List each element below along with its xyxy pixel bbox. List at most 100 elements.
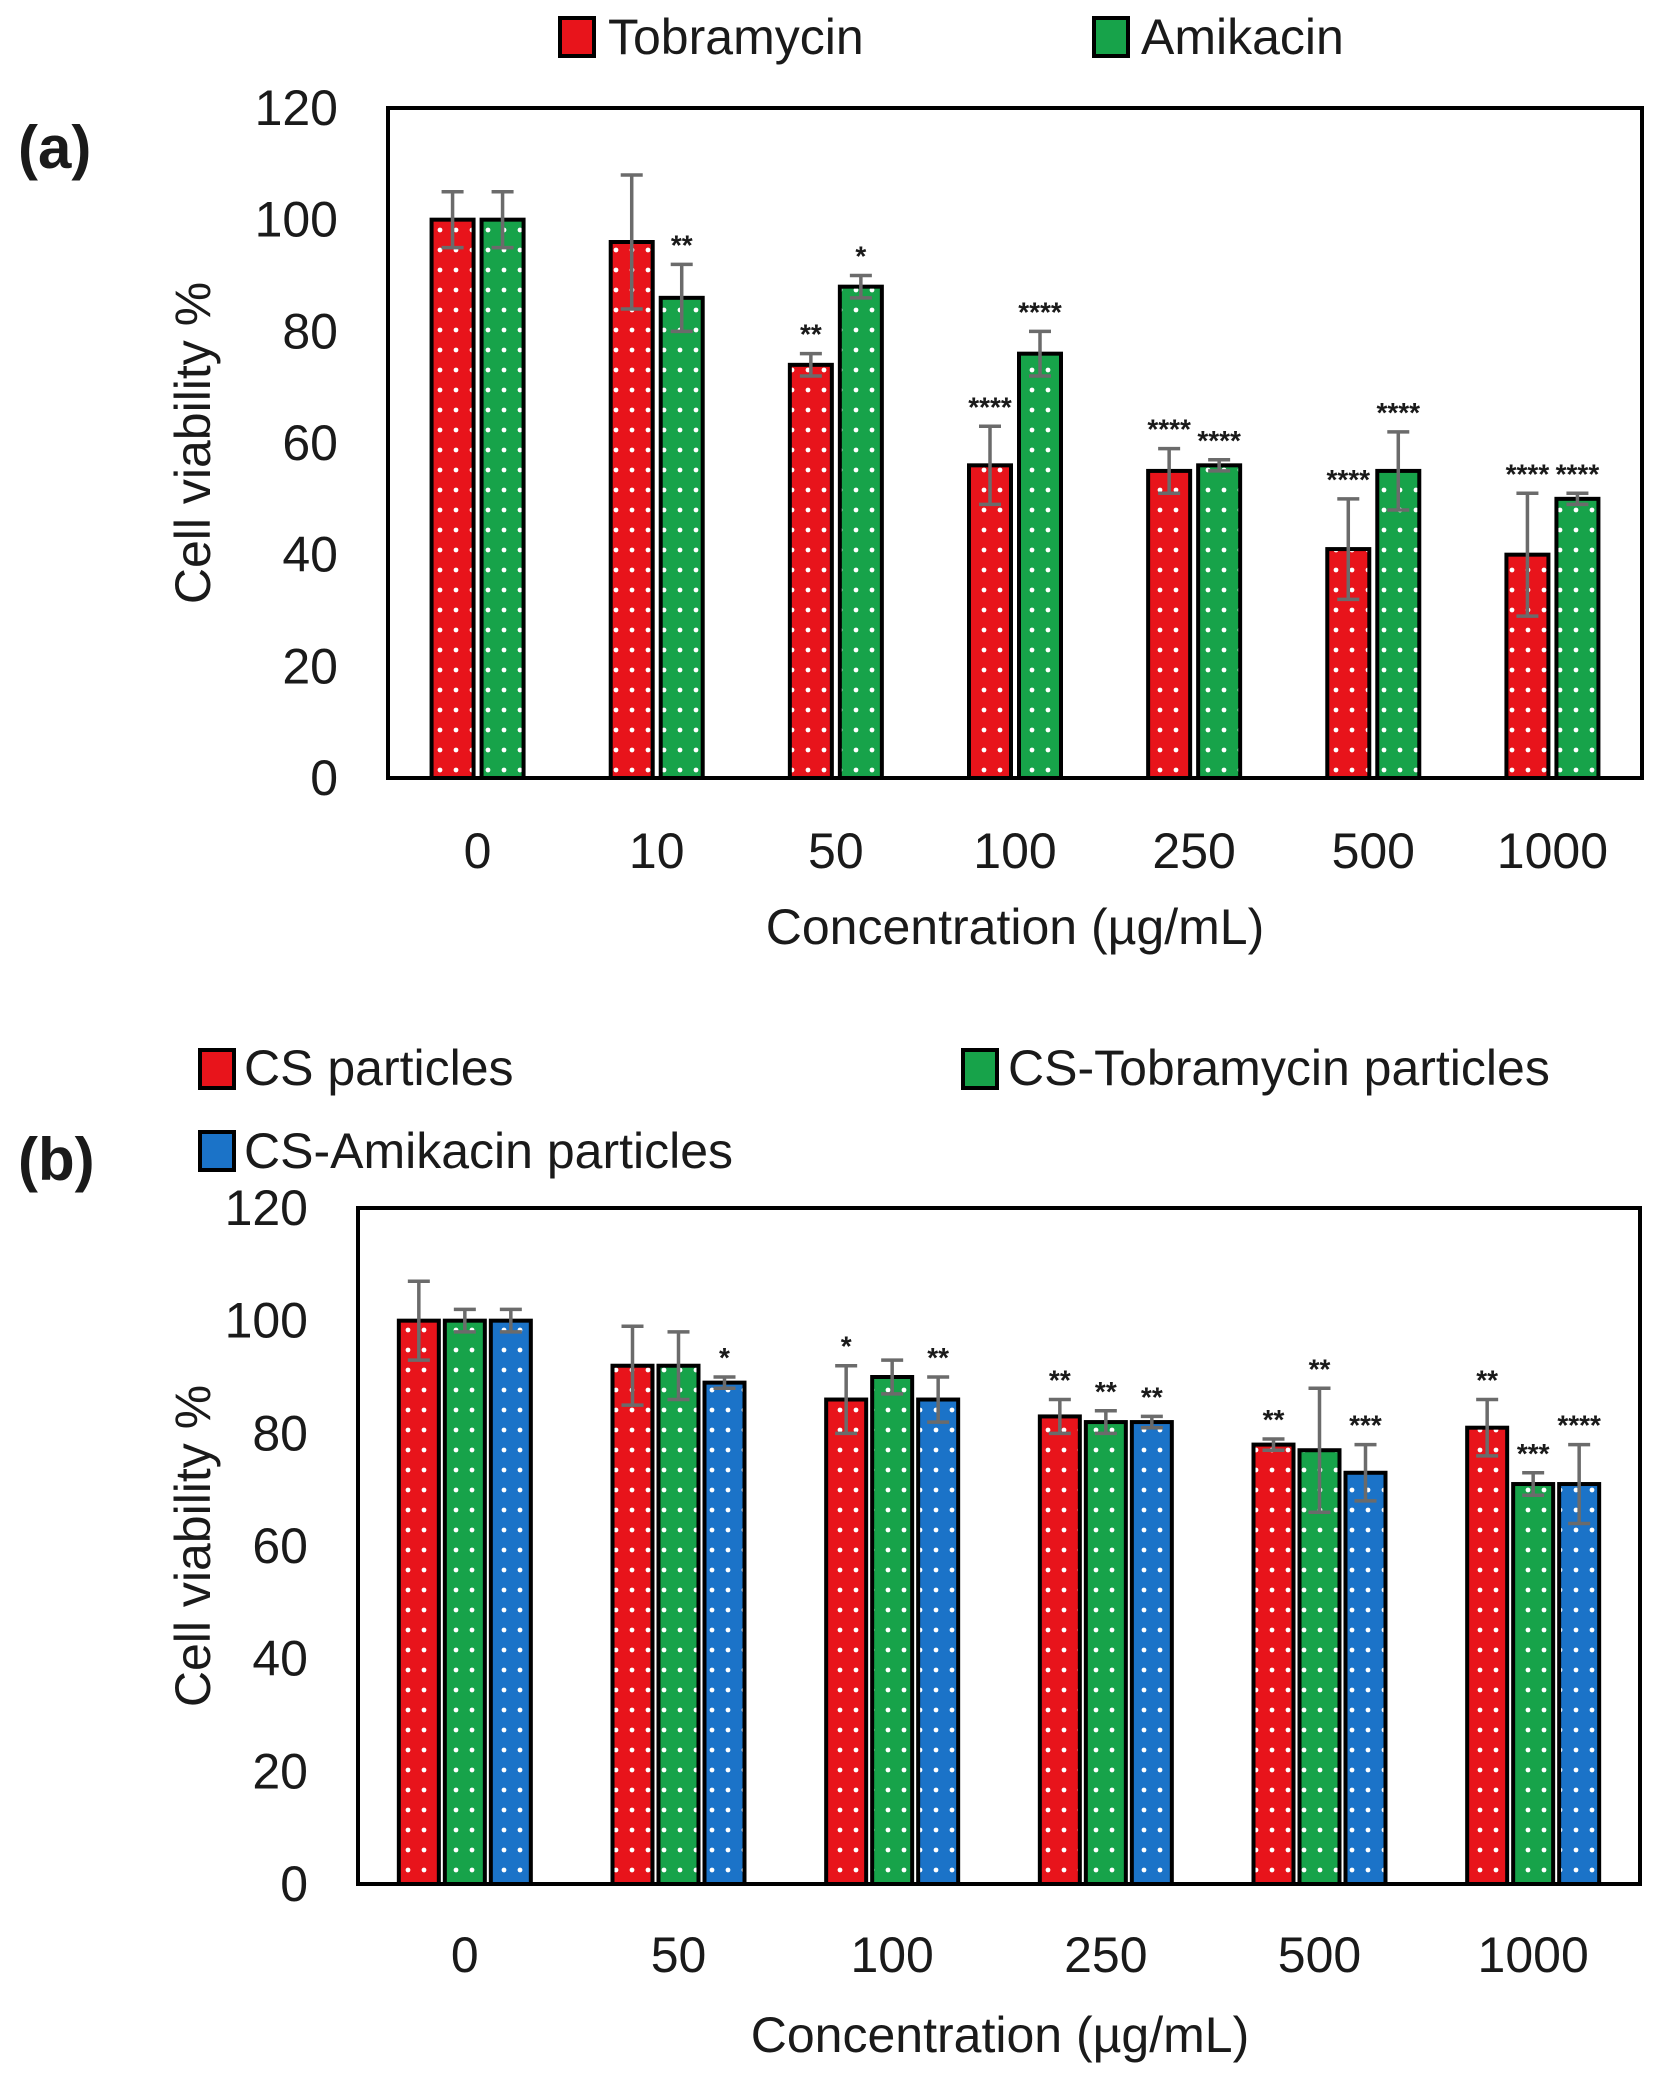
bar-dot-texture (1021, 355, 1059, 776)
bar-dot-texture (1561, 1486, 1598, 1882)
error-bar-tobramycin-500 (1337, 497, 1360, 602)
legend-label-tobramycin: Tobramycin (608, 9, 864, 65)
bar-dot-texture (1379, 472, 1418, 776)
bar-dot-texture (874, 1379, 911, 1882)
plot-area-b (356, 1206, 1642, 1886)
bar-dot-texture (1347, 1474, 1384, 1882)
y-tick-label: 40 (282, 527, 338, 583)
x-tick-label: 10 (629, 823, 685, 879)
error-bar-cs-particles-100 (835, 1363, 858, 1436)
x-tick-label: 1000 (1497, 823, 1608, 879)
bar-dot-texture (612, 244, 651, 776)
bar-dot-texture (828, 1401, 865, 1882)
x-tick-label: 1000 (1478, 1927, 1589, 1983)
x-tick-label: 500 (1332, 823, 1415, 879)
y-axis-ticks-b: 0 20 40 60 80 100 120 (225, 1180, 308, 1912)
y-axis-ticks-a: 0 20 40 60 80 100 120 (255, 80, 338, 806)
legend-b: CS particles CS-Tobramycin particles CS-… (198, 1040, 1550, 1179)
y-tick-label: 100 (255, 192, 338, 248)
x-tick-label: 100 (973, 823, 1056, 879)
x-tick-label: 250 (1152, 823, 1235, 879)
error-bar-tobramycin-1000 (1516, 491, 1539, 618)
significance-label: * (855, 241, 866, 272)
x-tick-label: 500 (1278, 1927, 1361, 1983)
y-tick-label: 20 (282, 638, 338, 694)
error-bar-cs-tobramycin-particles-50 (667, 1330, 690, 1402)
error-bar-tobramycin-250 (1158, 446, 1181, 495)
legend-item-cs-amikacin-particles: CS-Amikacin particles (198, 1123, 733, 1179)
x-tick-label: 50 (651, 1927, 707, 1983)
bar-dot-texture (660, 1367, 697, 1882)
error-bar-tobramycin-100 (979, 424, 1001, 507)
error-bar-cs-tobramycin-particles-500 (1308, 1386, 1331, 1514)
error-bar-cs-tobramycin-particles-250 (1094, 1409, 1117, 1436)
y-tick-label: 0 (310, 750, 338, 806)
significance-label: ** (1049, 1365, 1071, 1396)
bar-dot-texture (1087, 1424, 1124, 1882)
error-bar-cs-particles-250 (1048, 1397, 1071, 1436)
legend-swatch-cs-tobramycin-particles (961, 1048, 999, 1090)
x-axis-title-a: Concentration (µg/mL) (766, 899, 1264, 955)
error-bar-amikacin-10 (670, 262, 693, 334)
error-bar-cs-amikacin-particles-100 (927, 1375, 950, 1424)
legend-item-amikacin: Amikacin (1092, 9, 1344, 65)
error-bar-tobramycin-50 (799, 351, 822, 378)
significance-label: **** (1326, 464, 1370, 495)
error-bar-cs-tobramycin-particles-100 (881, 1358, 904, 1396)
error-bar-cs-particles-0 (407, 1279, 430, 1362)
y-axis-title-b: Cell viability % (165, 1385, 221, 1707)
y-tick-label: 20 (252, 1743, 308, 1799)
significance-label: **** (1556, 458, 1600, 489)
bar-dot-texture (791, 366, 830, 776)
significance-label: ** (1141, 1381, 1163, 1412)
legend-a: Tobramycin Amikacin (558, 9, 1344, 65)
legend-label-cs-particles: CS particles (244, 1040, 514, 1096)
chart-panel-b: (b) CS particles CS-Tobramycin particles… (18, 1040, 1642, 2063)
y-tick-label: 60 (282, 415, 338, 471)
bar-dot-texture (971, 467, 1009, 776)
significance-label: *** (1517, 1438, 1550, 1469)
y-tick-label: 40 (252, 1631, 308, 1687)
bar-dot-texture (1301, 1452, 1338, 1882)
bar-dot-texture (1515, 1486, 1552, 1882)
bar-dot-texture (483, 221, 522, 776)
bar-dot-texture (1133, 1424, 1170, 1882)
significance-label: ** (1263, 1404, 1285, 1435)
error-bar-cs-amikacin-particles-50 (713, 1375, 736, 1391)
error-bar-cs-amikacin-particles-500 (1354, 1442, 1377, 1503)
error-bar-cs-amikacin-particles-1000 (1568, 1442, 1591, 1526)
error-bar-cs-amikacin-particles-250 (1140, 1414, 1163, 1430)
bar-dot-texture (400, 1322, 437, 1882)
bar-dot-texture (1469, 1429, 1506, 1882)
panel-label-b: (b) (18, 1126, 95, 1193)
significance-label: **** (1376, 397, 1420, 428)
x-tick-label: 0 (464, 823, 492, 879)
x-tick-label: 100 (850, 1927, 933, 1983)
legend-item-cs-particles: CS particles (198, 1040, 514, 1096)
y-tick-label: 60 (252, 1518, 308, 1574)
error-bar-tobramycin-0 (441, 190, 464, 250)
plot-area-a (386, 106, 1644, 780)
error-bar-cs-particles-500 (1262, 1437, 1285, 1452)
error-bar-amikacin-50 (849, 273, 872, 300)
significance-label: **** (1147, 414, 1191, 445)
significance-label: **** (1018, 296, 1062, 327)
legend-item-cs-tobramycin-particles: CS-Tobramycin particles (961, 1040, 1550, 1096)
significance-label: * (841, 1331, 852, 1362)
error-bar-cs-tobramycin-particles-0 (453, 1307, 476, 1334)
legend-label-cs-tobramycin-particles: CS-Tobramycin particles (1008, 1040, 1550, 1096)
bar-dot-texture (920, 1401, 957, 1882)
significance-label: * (719, 1342, 730, 1373)
y-tick-label: 80 (282, 303, 338, 359)
y-tick-label: 0 (280, 1856, 308, 1912)
legend-swatch-tobramycin (558, 16, 596, 58)
bar-dot-texture (433, 221, 472, 776)
x-axis-ticks-a: 0 10 50 100 250 500 1000 (464, 823, 1608, 879)
error-bar-cs-particles-50 (621, 1324, 644, 1407)
significance-label: **** (1506, 458, 1550, 489)
legend-label-amikacin: Amikacin (1141, 9, 1344, 65)
significance-label: ** (927, 1342, 949, 1373)
error-bar-tobramycin-10 (620, 173, 643, 311)
panel-label-a: (a) (18, 114, 91, 181)
